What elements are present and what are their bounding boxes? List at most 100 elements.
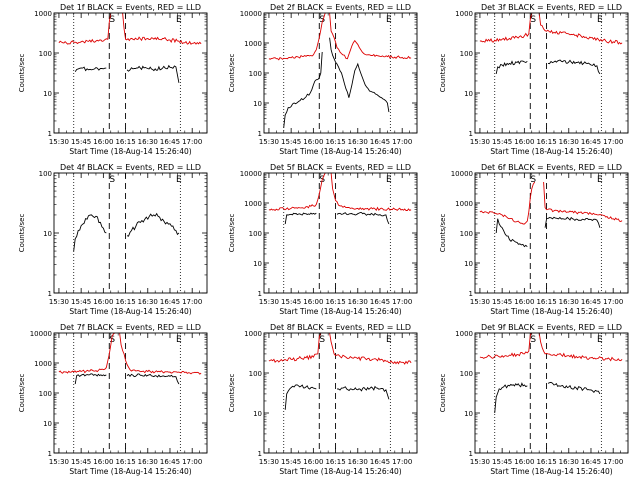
plot-frame [474, 172, 629, 294]
events-series-line [284, 384, 317, 410]
x-tick-label: 16:00 [93, 298, 113, 306]
x-tick-label: 15:45 [281, 458, 301, 466]
x-tick-label: 15:30 [470, 138, 490, 146]
y-tick-label: 1000 [455, 330, 473, 338]
chart-panel: Det 5f BLACK = Events, RED = LLD Counts/s… [228, 163, 418, 316]
start-marker-label: S [109, 15, 115, 25]
events-series-line [283, 51, 323, 128]
x-tick-label: 16:00 [303, 458, 323, 466]
events-series-line [336, 385, 390, 400]
x-axis-label: Start Time (18-Aug-14 15:26:40) [69, 147, 191, 156]
chart-title: Det 8f BLACK = Events, RED = LLD [270, 323, 411, 332]
lld-series-line [58, 12, 112, 45]
y-tick-label: 1 [48, 450, 52, 458]
y-axis-label: Counts/sec [439, 214, 447, 253]
x-tick-label: 16:00 [93, 138, 113, 146]
end-marker-label: E [597, 15, 603, 25]
y-tick-label: 1000 [244, 40, 262, 48]
end-marker-label: E [386, 15, 392, 25]
x-tick-label: 15:45 [281, 138, 301, 146]
end-marker-label: E [176, 175, 182, 185]
x-tick-label: 17:00 [392, 298, 412, 306]
x-tick-label: 15:45 [71, 298, 91, 306]
start-marker-label: S [319, 335, 325, 345]
plot-frame [263, 172, 418, 294]
y-tick-label: 1 [258, 450, 262, 458]
events-series-line [547, 59, 601, 75]
end-marker-label: E [597, 175, 603, 185]
end-marker-label: E [176, 335, 182, 345]
events-series-line [547, 381, 601, 395]
events-series-line [544, 216, 601, 228]
chart-title: Det 7f BLACK = Events, RED = LLD [60, 323, 201, 332]
y-tick-label: 1 [469, 130, 473, 138]
chart-panel: Det 2f BLACK = Events, RED = LLD Counts/s… [228, 3, 418, 156]
plot-frame [53, 172, 208, 294]
x-tick-label: 15:45 [492, 298, 512, 306]
chart-panel: Det 9f BLACK = Events, RED = LLD Counts/s… [439, 323, 629, 476]
x-tick-label: 16:45 [581, 458, 601, 466]
start-marker-label: S [109, 335, 115, 345]
lld-series-line [122, 12, 202, 45]
events-series-line [126, 212, 180, 237]
x-tick-label: 16:00 [93, 458, 113, 466]
y-tick-label: 10000 [451, 170, 473, 178]
plot-frame [263, 12, 418, 134]
y-tick-label: 10 [43, 230, 52, 238]
events-series-line [74, 373, 107, 385]
x-tick-label: 16:30 [559, 138, 579, 146]
x-tick-label: 16:00 [303, 138, 323, 146]
x-tick-label: 15:30 [259, 138, 279, 146]
y-tick-label: 100 [460, 50, 473, 58]
lld-series-line [479, 332, 533, 359]
x-tick-label: 16:45 [160, 298, 180, 306]
x-tick-label: 17:00 [603, 298, 623, 306]
y-tick-label: 1000 [455, 200, 473, 208]
x-tick-label: 16:30 [348, 458, 368, 466]
x-tick-label: 17:00 [182, 458, 202, 466]
chart-title: Det 2f BLACK = Events, RED = LLD [270, 3, 411, 12]
events-series-line [329, 37, 390, 113]
x-tick-label: 15:30 [49, 298, 69, 306]
x-tick-label: 16:30 [138, 458, 158, 466]
start-marker-label: S [530, 335, 536, 345]
y-tick-label: 10 [43, 90, 52, 98]
events-series-line [74, 66, 107, 72]
y-tick-label: 1000 [34, 10, 52, 18]
x-axis-label: Start Time (18-Aug-14 15:26:40) [490, 147, 612, 156]
lld-series-line [268, 332, 322, 363]
lld-series-line [538, 12, 623, 45]
y-tick-label: 10000 [240, 10, 262, 18]
lld-series-line [329, 12, 412, 60]
y-tick-label: 1 [48, 130, 52, 138]
x-tick-label: 16:30 [348, 138, 368, 146]
y-tick-label: 1000 [244, 330, 262, 338]
y-tick-label: 100 [39, 50, 52, 58]
y-axis-label: Counts/sec [18, 214, 26, 253]
x-tick-label: 15:45 [71, 458, 91, 466]
x-tick-label: 16:15 [115, 458, 135, 466]
y-axis-label: Counts/sec [439, 54, 447, 93]
events-series-line [336, 212, 390, 225]
x-tick-label: 16:15 [536, 298, 556, 306]
chart-panel: Det 8f BLACK = Events, RED = LLD Counts/s… [228, 323, 418, 476]
x-tick-label: 15:45 [281, 298, 301, 306]
y-axis-label: Counts/sec [439, 374, 447, 413]
events-series-line [126, 64, 180, 83]
x-tick-label: 15:30 [259, 298, 279, 306]
x-tick-label: 16:45 [581, 138, 601, 146]
chart-panel: Det 4f BLACK = Events, RED = LLD Counts/s… [18, 163, 208, 316]
x-tick-label: 16:00 [303, 298, 323, 306]
x-tick-label: 16:30 [348, 298, 368, 306]
y-tick-label: 1 [469, 290, 473, 298]
y-tick-label: 10 [43, 420, 52, 428]
x-tick-label: 15:30 [470, 458, 490, 466]
events-series-line [495, 60, 528, 74]
lld-series-line [58, 332, 116, 374]
x-tick-label: 16:15 [325, 458, 345, 466]
x-axis-label: Start Time (18-Aug-14 15:26:40) [490, 307, 612, 316]
x-tick-label: 15:30 [470, 298, 490, 306]
x-tick-label: 17:00 [603, 138, 623, 146]
y-tick-label: 10 [464, 90, 473, 98]
